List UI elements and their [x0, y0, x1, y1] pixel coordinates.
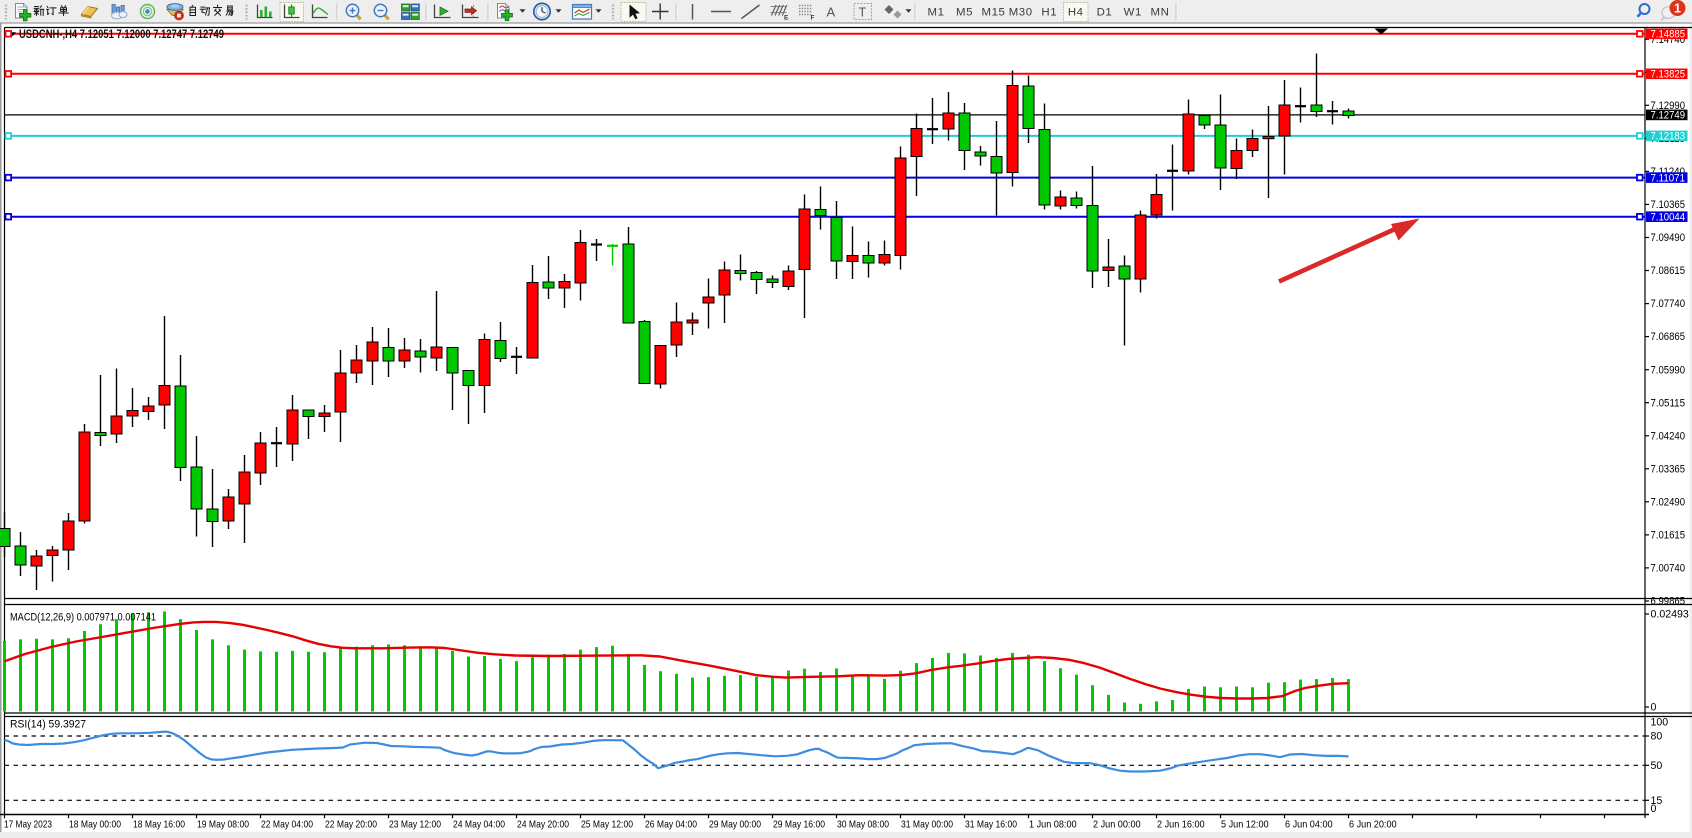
- svg-text:M5: M5: [956, 7, 973, 19]
- svg-text:RSI(14) 59.3927: RSI(14) 59.3927: [10, 719, 86, 731]
- svg-text:6 Jun 20:00: 6 Jun 20:00: [1349, 819, 1397, 831]
- svg-text:0: 0: [1651, 803, 1657, 815]
- svg-text:USDCNH-,H4 7.12051 7.12000 7.: USDCNH-,H4 7.12051 7.12000 7.12747 7.127…: [19, 27, 224, 41]
- svg-text:7.05990: 7.05990: [1651, 364, 1686, 376]
- svg-text:25 May 12:00: 25 May 12:00: [581, 819, 633, 831]
- svg-text:7.01615: 7.01615: [1651, 530, 1686, 542]
- svg-text:7.02490: 7.02490: [1651, 496, 1686, 508]
- svg-text:22 May 04:00: 22 May 04:00: [261, 819, 313, 831]
- svg-text:100: 100: [1651, 717, 1669, 729]
- svg-text:7.13825: 7.13825: [1651, 69, 1686, 81]
- svg-text:15: 15: [1651, 795, 1663, 807]
- svg-text:7.07740: 7.07740: [1651, 298, 1686, 310]
- svg-text:D1: D1: [1097, 7, 1113, 19]
- svg-text:24 May 04:00: 24 May 04:00: [453, 819, 505, 831]
- svg-text:30 May 08:00: 30 May 08:00: [837, 819, 889, 831]
- svg-text:7.11071: 7.11071: [1651, 172, 1686, 184]
- svg-text:18 May 16:00: 18 May 16:00: [133, 819, 185, 831]
- svg-text:7.12990: 7.12990: [1651, 100, 1686, 112]
- svg-text:50: 50: [1651, 760, 1663, 772]
- svg-text:7.03365: 7.03365: [1651, 463, 1686, 475]
- svg-text:7.04240: 7.04240: [1651, 430, 1686, 442]
- svg-text:17 May 2023: 17 May 2023: [4, 819, 52, 831]
- svg-text:18 May 00:00: 18 May 00:00: [69, 819, 121, 831]
- svg-text:W1: W1: [1124, 7, 1142, 19]
- svg-text:7.12183: 7.12183: [1651, 131, 1686, 143]
- svg-text:M15: M15: [982, 7, 1006, 19]
- svg-text:80: 80: [1651, 731, 1663, 743]
- svg-text:5 Jun 12:00: 5 Jun 12:00: [1221, 819, 1269, 831]
- svg-text:0.02493: 0.02493: [1651, 609, 1689, 621]
- svg-text:0: 0: [1651, 702, 1657, 714]
- svg-text:7.12749: 7.12749: [1651, 110, 1686, 122]
- svg-text:31 May 00:00: 31 May 00:00: [901, 819, 953, 831]
- svg-text:M30: M30: [1009, 7, 1033, 19]
- svg-text:22 May 20:00: 22 May 20:00: [325, 819, 377, 831]
- svg-text:H1: H1: [1041, 7, 1057, 19]
- svg-text:1 Jun 08:00: 1 Jun 08:00: [1029, 819, 1077, 831]
- svg-text:F: F: [811, 15, 815, 22]
- svg-text:7.08615: 7.08615: [1651, 265, 1686, 277]
- svg-text:A: A: [827, 5, 836, 20]
- svg-text:7.06865: 7.06865: [1651, 331, 1686, 343]
- svg-text:19 May 08:00: 19 May 08:00: [197, 819, 249, 831]
- svg-text:26 May 04:00: 26 May 04:00: [645, 819, 697, 831]
- svg-text:2 Jun 16:00: 2 Jun 16:00: [1157, 819, 1205, 831]
- svg-text:6.99865: 6.99865: [1651, 596, 1686, 608]
- svg-text:E: E: [784, 15, 789, 22]
- svg-text:7.05115: 7.05115: [1651, 397, 1686, 409]
- svg-text:2 Jun 00:00: 2 Jun 00:00: [1093, 819, 1141, 831]
- svg-text:7.00740: 7.00740: [1651, 563, 1686, 575]
- svg-text:29 May 00:00: 29 May 00:00: [709, 819, 761, 831]
- svg-text:24 May 20:00: 24 May 20:00: [517, 819, 569, 831]
- svg-text:T: T: [859, 6, 867, 20]
- svg-text:23 May 12:00: 23 May 12:00: [389, 819, 441, 831]
- svg-text:7.09490: 7.09490: [1651, 232, 1686, 244]
- svg-text:M1: M1: [927, 7, 944, 19]
- svg-text:29 May 16:00: 29 May 16:00: [773, 819, 825, 831]
- svg-text:7.10044: 7.10044: [1651, 211, 1686, 223]
- svg-text:6 Jun 04:00: 6 Jun 04:00: [1285, 819, 1333, 831]
- svg-text:H4: H4: [1068, 7, 1084, 19]
- svg-text:MN: MN: [1151, 7, 1170, 19]
- svg-text:7.14885: 7.14885: [1651, 29, 1686, 41]
- svg-text:31 May 16:00: 31 May 16:00: [965, 819, 1017, 831]
- svg-text:1: 1: [1674, 1, 1681, 15]
- svg-text:MACD(12,26,9) 0.007971 0.00714: MACD(12,26,9) 0.007971 0.007141: [10, 612, 156, 624]
- svg-text:7.10365: 7.10365: [1651, 199, 1686, 211]
